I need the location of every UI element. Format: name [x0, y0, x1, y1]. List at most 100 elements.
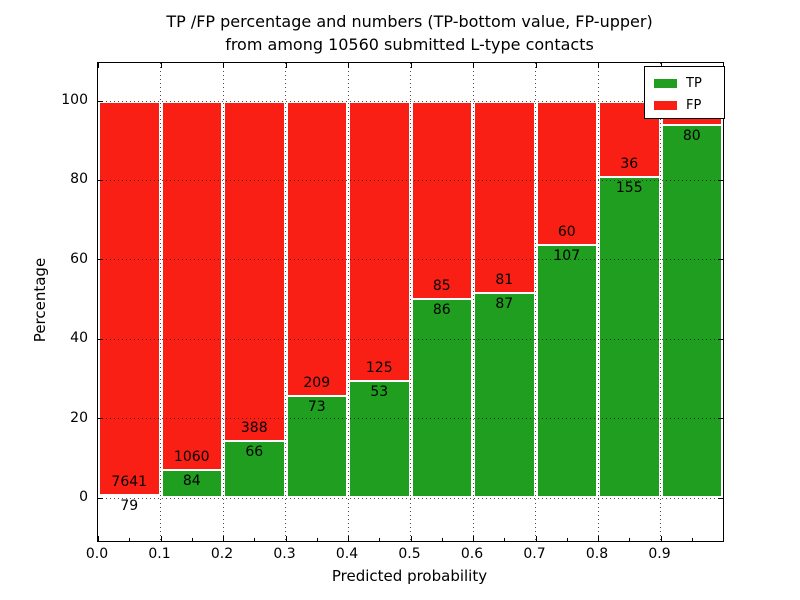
- tp-legend-label: TP: [686, 75, 702, 91]
- y-tick-label: 100: [61, 92, 88, 108]
- bar-segment-tp: [660, 124, 723, 498]
- bar-segment-tp: [285, 395, 348, 498]
- chart-title-line1: TP /FP percentage and numbers (TP-bottom…: [166, 12, 653, 31]
- x-major-tick: [660, 536, 662, 541]
- bar-segment-tp: [473, 292, 536, 498]
- x-tick-label: 0.3: [273, 546, 296, 562]
- x-tick-label: 0.7: [523, 546, 546, 562]
- tp-count-label: 73: [307, 399, 326, 416]
- bar-segment-fp: [598, 101, 661, 176]
- y-major-tick-right: [718, 418, 723, 420]
- bar-segment-tp: [598, 175, 661, 498]
- x-minor-tick: [191, 538, 193, 541]
- x-tick-label: 0.5: [398, 546, 421, 562]
- x-major-tick-top: [223, 63, 224, 68]
- x-major-tick-top: [410, 63, 412, 68]
- x-minor-tick: [254, 538, 256, 541]
- bar-segment-tp: [160, 468, 223, 498]
- y-major-tick-right: [718, 497, 723, 499]
- vertical-gridline: [535, 63, 536, 541]
- bar-segment-tp: [348, 379, 411, 498]
- chart-title-line2: from among 10560 submitted L-type contac…: [225, 35, 594, 54]
- x-major-tick: [535, 536, 537, 541]
- fp-count-label: 81: [495, 272, 514, 289]
- x-major-tick-top: [473, 63, 474, 68]
- bar-segment-tp: [98, 493, 161, 498]
- vertical-gridline: [160, 63, 161, 541]
- legend-item-fp: FP: [654, 94, 724, 116]
- x-major-tick-top: [660, 63, 662, 68]
- vertical-gridline: [597, 63, 599, 541]
- x-tick-label: 0.8: [585, 546, 609, 562]
- x-axis-label: Predicted probability: [331, 567, 488, 585]
- vertical-gridline: [347, 63, 349, 541]
- x-major-tick-top: [98, 63, 99, 68]
- fp-legend-label: FP: [686, 97, 702, 113]
- x-major-tick: [598, 536, 599, 541]
- x-minor-tick: [629, 538, 631, 541]
- bar-segment-fp: [410, 101, 473, 299]
- y-major-tick: [98, 497, 103, 499]
- x-tick-label: 0.2: [210, 546, 234, 562]
- y-tick-label: 60: [70, 250, 88, 267]
- y-major-tick: [98, 179, 103, 181]
- x-minor-tick: [504, 538, 506, 541]
- x-major-tick: [285, 536, 287, 541]
- x-tick-label: 0.9: [648, 546, 671, 562]
- tp-count-label: 80: [682, 128, 701, 145]
- tp-count-label: 107: [553, 247, 581, 264]
- y-major-tick-right: [718, 259, 723, 261]
- vertical-gridline: [660, 63, 661, 541]
- x-major-tick: [98, 536, 99, 541]
- x-minor-tick: [129, 538, 131, 541]
- fp-count-label: 60: [557, 223, 576, 240]
- bar-segment-fp: [348, 101, 411, 380]
- y-major-tick: [98, 259, 103, 261]
- y-tick-label: 80: [70, 171, 88, 188]
- tp-count-label: 86: [432, 302, 451, 319]
- x-minor-tick: [316, 538, 318, 541]
- y-tick-label: 20: [70, 409, 88, 426]
- fp-count-label: 209: [303, 375, 331, 392]
- y-tick-label: 40: [70, 330, 88, 347]
- bar-segment-fp: [160, 101, 223, 469]
- x-major-tick: [160, 536, 162, 541]
- fp-count-label: 1060: [173, 448, 210, 465]
- y-major-tick: [98, 100, 103, 102]
- fp-count-label: 7641: [111, 473, 148, 490]
- y-tick-label: 0: [79, 489, 88, 505]
- fp-legend-swatch: [654, 100, 677, 110]
- bar-segment-tp: [223, 440, 286, 498]
- bar-segment-fp: [223, 101, 286, 441]
- tp-count-label: 87: [495, 296, 514, 313]
- x-major-tick-top: [598, 63, 599, 68]
- x-tick-label: 0.0: [85, 546, 109, 562]
- y-major-tick: [98, 418, 103, 420]
- x-minor-tick: [566, 538, 568, 541]
- x-major-tick-top: [160, 63, 162, 68]
- fp-count-label: 388: [240, 420, 268, 437]
- fp-count-label: 36: [620, 155, 639, 172]
- bar-segment-tp: [535, 243, 598, 498]
- x-major-tick: [223, 536, 224, 541]
- x-major-tick-top: [348, 63, 349, 68]
- x-minor-tick: [379, 538, 381, 541]
- bar-segment-fp: [98, 101, 161, 494]
- tp-count-label: 66: [245, 444, 264, 461]
- x-major-tick: [473, 536, 474, 541]
- tp-count-label: 53: [370, 383, 389, 400]
- bar-segment-tp: [410, 298, 473, 498]
- y-major-tick: [98, 338, 103, 340]
- plot-area: 7641 79 1060 84 388 66 209 73 125 53 85 86 81 87 60 107…: [97, 62, 725, 542]
- x-tick-label: 0.1: [148, 546, 171, 562]
- x-major-tick-top: [285, 63, 287, 68]
- tp-count-label: 84: [182, 472, 201, 489]
- x-minor-tick: [691, 538, 693, 541]
- vertical-gridline: [410, 63, 411, 541]
- vertical-gridline: [222, 63, 224, 541]
- bar-segment-fp: [535, 101, 598, 244]
- y-major-tick-right: [718, 179, 723, 181]
- chart-title: TP /FP percentage and numbers (TP-bottom…: [97, 10, 722, 56]
- x-tick-label: 0.4: [335, 546, 359, 562]
